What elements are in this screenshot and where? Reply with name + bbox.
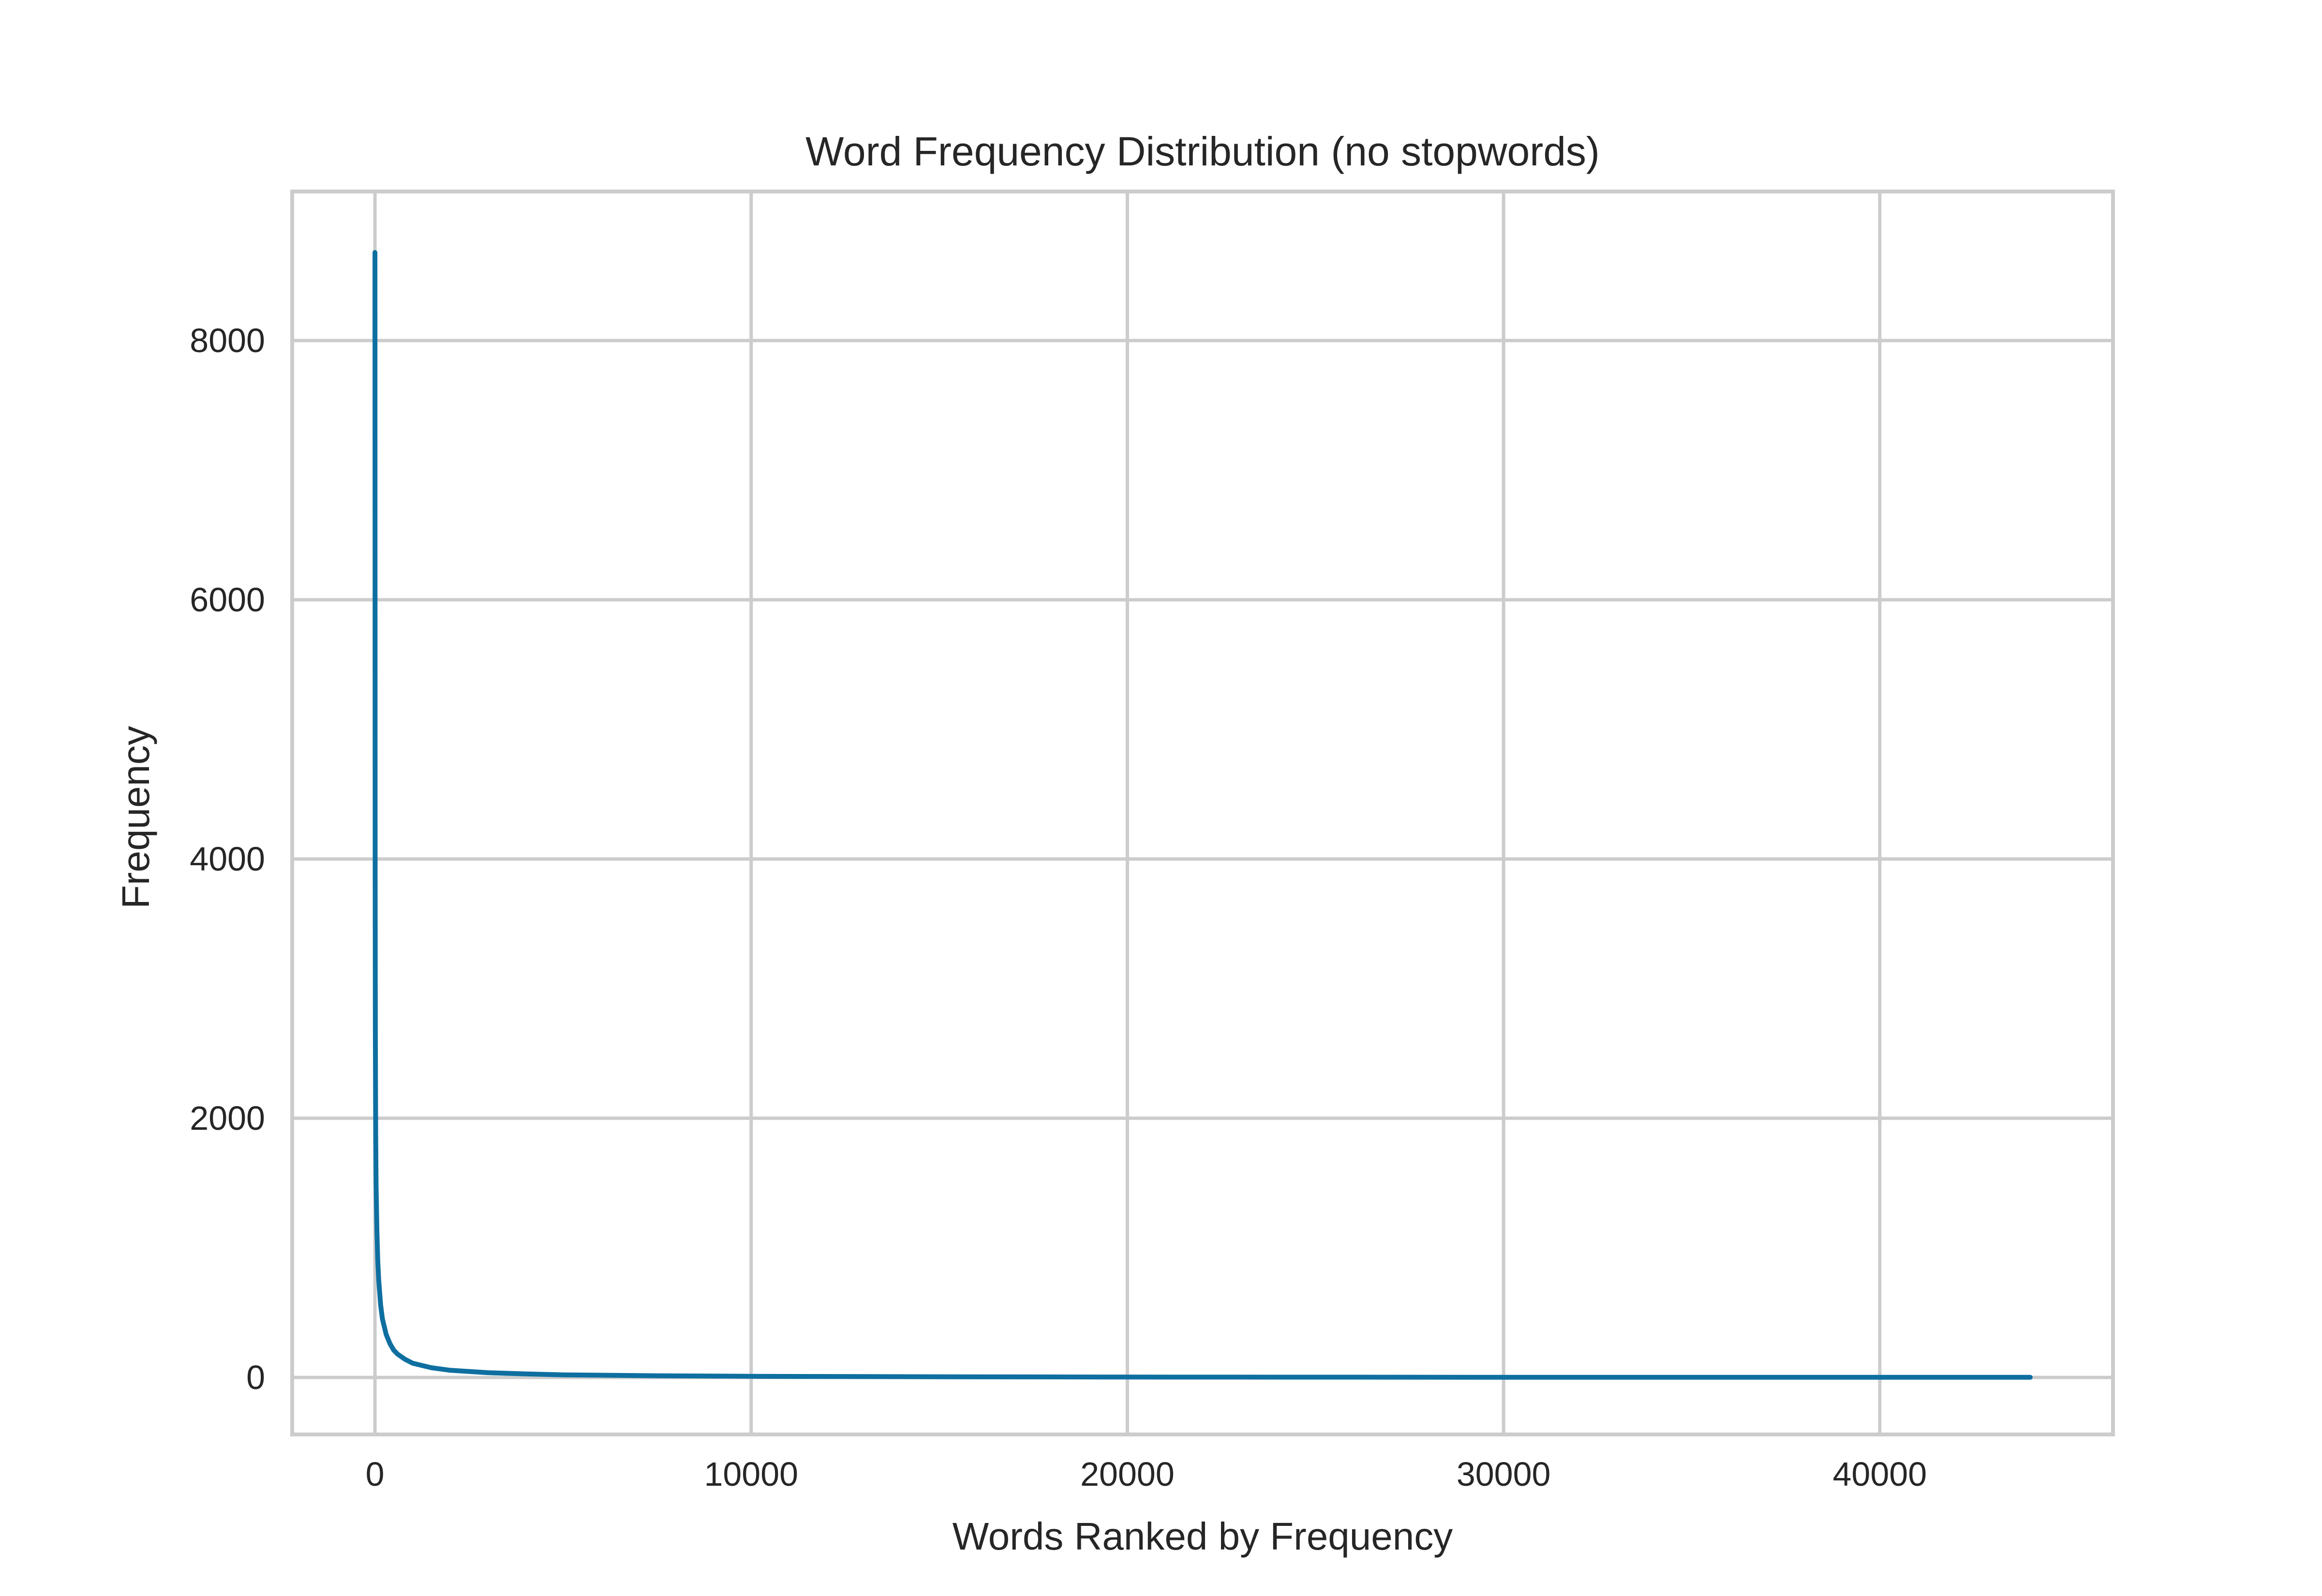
x-tick-label: 0: [366, 1455, 385, 1493]
y-axis-label: Frequency: [114, 726, 157, 909]
y-tick-label: 4000: [190, 840, 265, 878]
tick-labels: 0 10000 20000 30000 40000 0 2000 4000 6000 8000: [190, 322, 1927, 1493]
y-tick-label: 8000: [190, 322, 265, 359]
x-tick-label: 30000: [1457, 1455, 1551, 1493]
x-tick-label: 10000: [704, 1455, 798, 1493]
y-tick-label: 2000: [190, 1099, 265, 1137]
x-tick-label: 20000: [1080, 1455, 1175, 1493]
chart-title: Word Frequency Distribution (no stopword…: [805, 129, 1600, 174]
plot-area-frame: [290, 190, 2115, 1436]
x-tick-label: 40000: [1833, 1455, 1927, 1493]
x-axis-label: Words Ranked by Frequency: [953, 1515, 1453, 1558]
y-tick-label: 6000: [190, 581, 265, 619]
y-tick-label: 0: [246, 1359, 265, 1396]
frequency-series-line: [372, 250, 2033, 1380]
grid-lines: [292, 192, 2113, 1434]
